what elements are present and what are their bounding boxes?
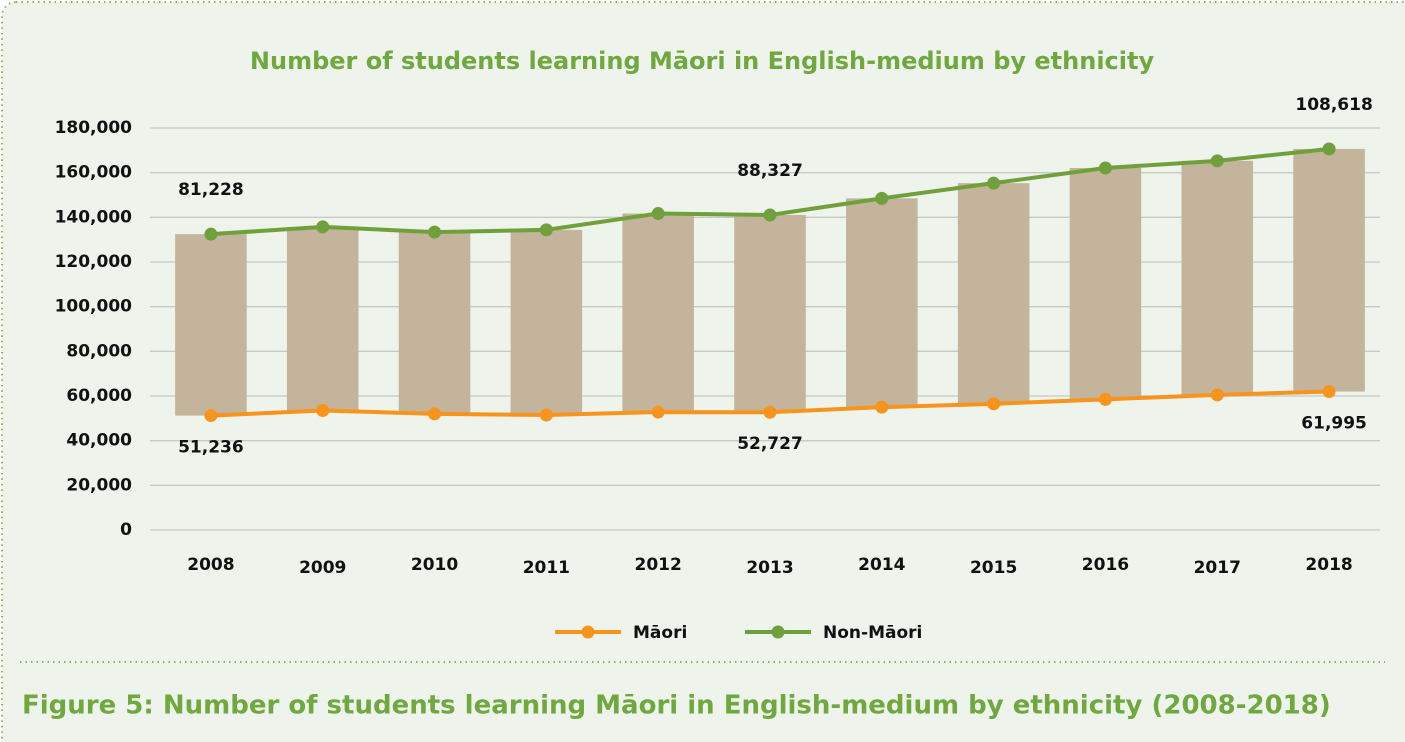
x-tick-label: 2016	[1082, 555, 1129, 575]
point	[875, 191, 889, 205]
x-tick-label: 2014	[858, 555, 905, 575]
bar	[622, 213, 694, 413]
bar	[286, 226, 359, 411]
bar	[1293, 148, 1365, 392]
point	[875, 400, 889, 414]
legend-marker	[771, 625, 785, 639]
point	[987, 176, 1001, 190]
x-tick-label: 2009	[299, 558, 346, 578]
y-tick-label: 100,000	[55, 297, 133, 317]
point	[1210, 388, 1224, 402]
y-tick-label: 160,000	[55, 163, 133, 183]
point	[763, 405, 777, 419]
x-tick-label: 2010	[411, 555, 458, 575]
y-tick-label: 80,000	[66, 341, 132, 361]
x-tick-label: 2013	[746, 558, 793, 578]
x-tick-label: 2015	[970, 558, 1017, 578]
point	[204, 227, 218, 241]
bar	[1069, 167, 1142, 400]
point	[763, 208, 777, 222]
point	[316, 220, 330, 234]
point	[987, 397, 1001, 411]
x-tick-label: 2018	[1305, 555, 1352, 575]
value-label: 52,727	[737, 434, 803, 454]
legend-label: Māori	[633, 623, 687, 643]
y-tick-label: 140,000	[55, 207, 133, 227]
legend-label: Non-Māori	[823, 623, 922, 643]
y-tick-label: 60,000	[66, 386, 132, 406]
x-tick-label: 2012	[635, 555, 682, 575]
point	[651, 207, 665, 221]
y-tick-label: 20,000	[66, 475, 132, 495]
bar	[175, 234, 247, 416]
legend-marker	[581, 625, 595, 639]
point	[651, 405, 665, 419]
y-tick-label: 180,000	[55, 118, 133, 138]
point	[428, 407, 442, 421]
chart-title: Number of students learning Māori in Eng…	[250, 47, 1155, 75]
point	[539, 408, 553, 422]
point	[204, 409, 218, 423]
point	[1322, 385, 1336, 399]
point	[428, 225, 442, 239]
y-tick-label: 120,000	[55, 252, 133, 272]
point	[1322, 142, 1336, 156]
value-label: 81,228	[178, 180, 244, 200]
x-tick-label: 2008	[187, 555, 234, 575]
y-tick-label: 0	[120, 520, 132, 540]
value-label: 88,327	[737, 161, 803, 181]
point	[316, 404, 330, 418]
value-label: 108,618	[1295, 95, 1372, 115]
point	[1098, 161, 1112, 175]
bar	[846, 198, 918, 408]
bar	[957, 183, 1030, 404]
value-label: 51,236	[178, 438, 244, 458]
bar	[398, 232, 471, 414]
value-label: 61,995	[1301, 414, 1367, 434]
bar	[734, 214, 806, 413]
point	[1098, 392, 1112, 406]
point	[539, 223, 553, 237]
caption: Figure 5: Number of students learning Mā…	[22, 691, 1331, 721]
point	[1210, 154, 1224, 168]
bar	[1181, 160, 1254, 395]
x-tick-label: 2011	[523, 558, 570, 578]
x-tick-label: 2017	[1194, 558, 1241, 578]
y-tick-label: 40,000	[66, 431, 132, 451]
bar	[510, 229, 583, 415]
